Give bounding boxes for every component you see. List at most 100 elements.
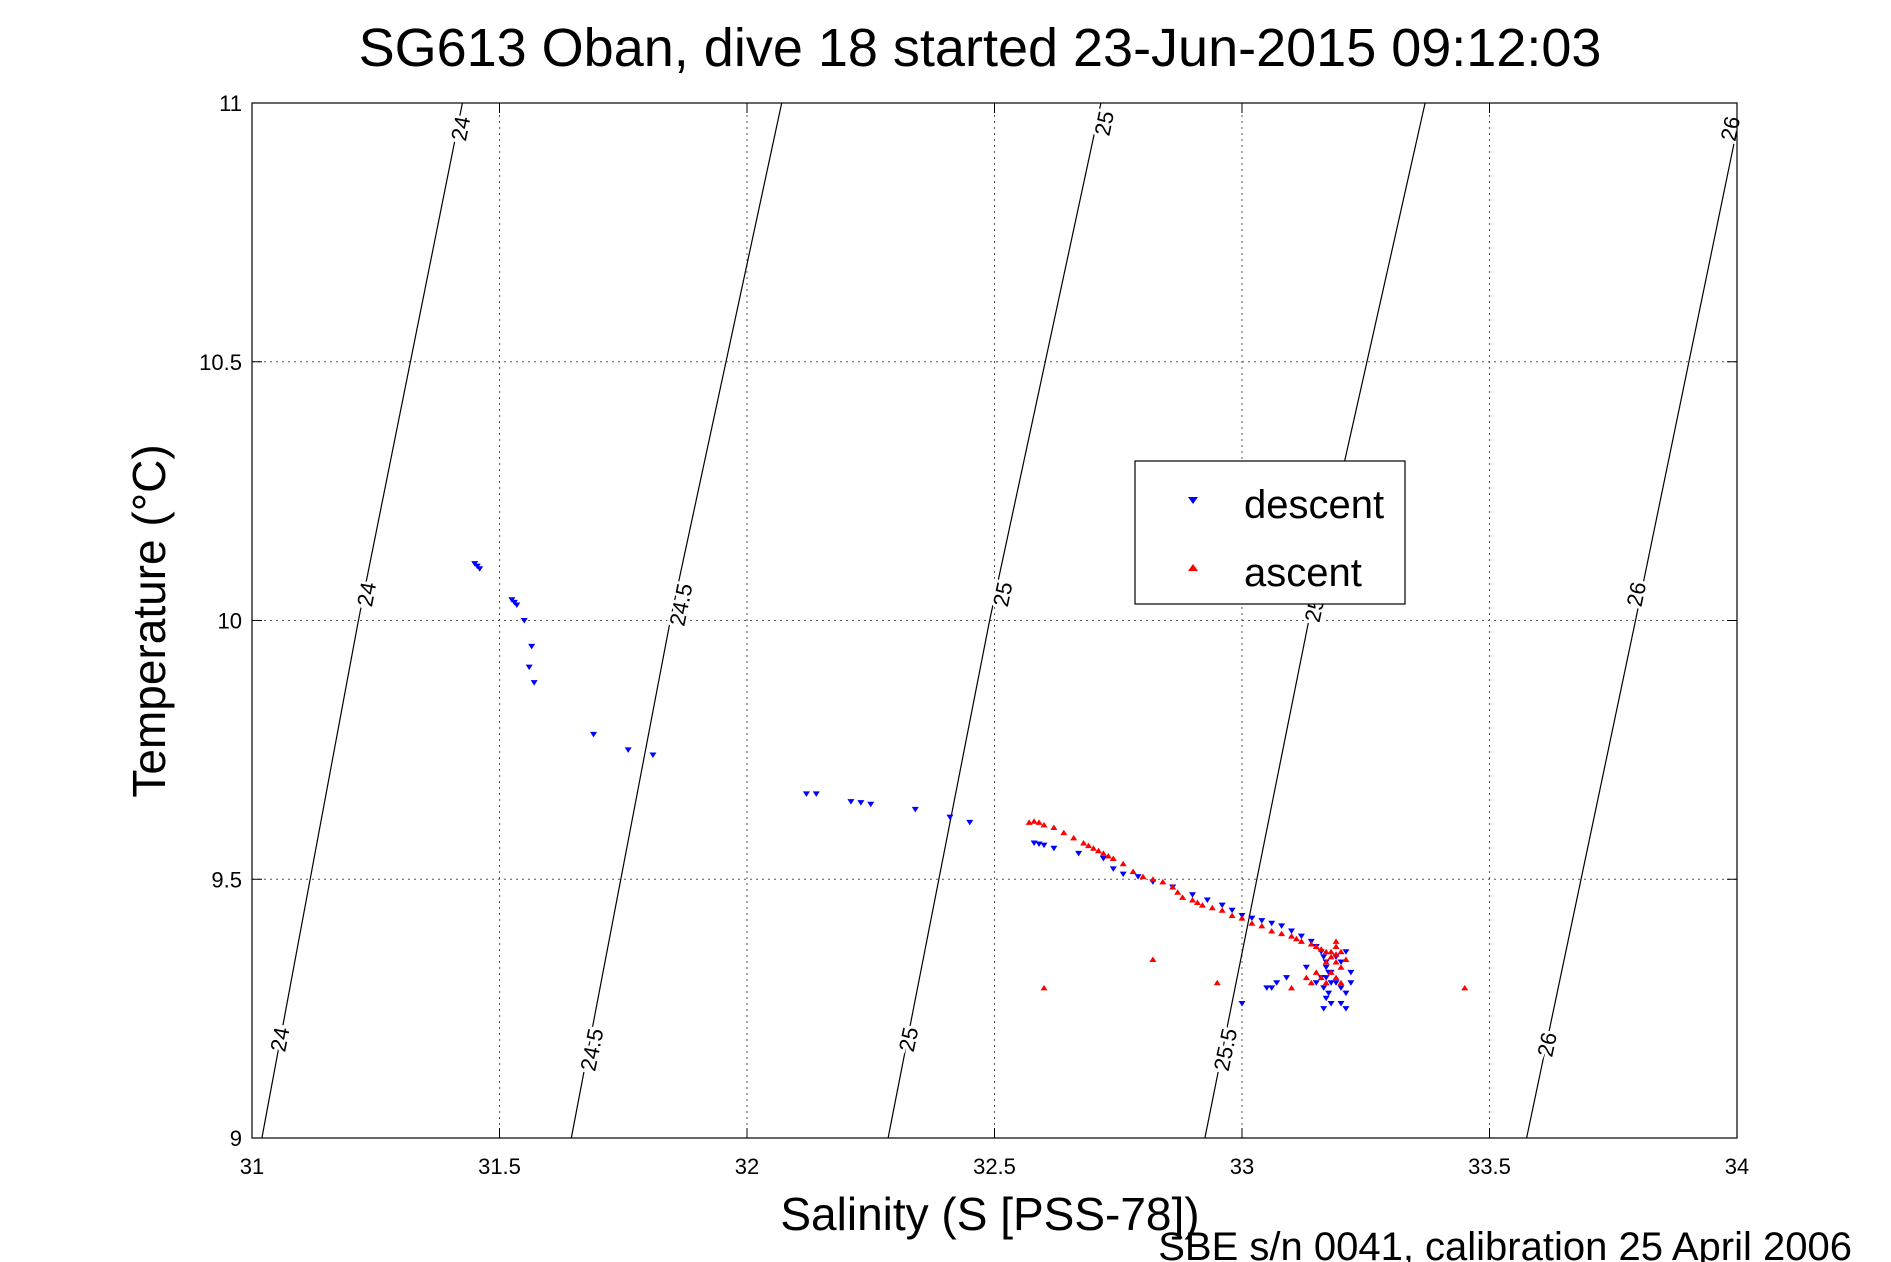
legend-marker-ascent [1188,564,1198,571]
descent-point [1268,985,1276,991]
descent-point [1278,923,1286,929]
ascent-point [1307,979,1315,986]
grid-lines [252,103,1737,1138]
ascent-point [1149,956,1157,962]
descent-point [1263,985,1271,991]
descent-point [812,791,820,797]
ascent-point [1461,984,1469,991]
ascent-point [1228,912,1236,918]
descent-point [520,618,528,624]
descent-point [1203,897,1211,903]
descent-point [1322,964,1330,971]
x-tick-label: 31.5 [478,1154,521,1179]
ascent-point [1035,819,1043,825]
isopycnal-label: 24 [352,580,381,609]
isopycnal-label: 25 [988,580,1017,609]
ascent-point [1104,852,1112,859]
ascent-point [1050,824,1058,830]
descent-point [966,819,974,826]
ascent-point [1302,974,1310,981]
descent-point [590,731,598,738]
y-tick-label: 9.5 [211,867,242,892]
x-tick-label: 32 [735,1154,759,1179]
descent-point [1322,995,1330,1002]
descent-point [1320,985,1328,991]
isopycnal-line [261,102,463,1139]
descent-point [530,680,538,686]
descent-point [1189,892,1196,898]
ascent-point [1030,818,1038,824]
descent-point [802,791,810,797]
descent-point [1075,850,1083,857]
ascent-point [1332,938,1340,944]
x-tick-label: 32.5 [973,1154,1016,1179]
isopycnal-line [570,102,783,1139]
ascent-point [1179,894,1187,900]
y-tick-label: 10.5 [199,350,242,375]
descent-point [1297,933,1305,940]
y-tick-label: 9 [230,1126,242,1151]
descent-point [624,747,632,753]
ascent-point [1337,964,1345,970]
descent-point [1322,975,1330,981]
ascent-point [1094,847,1102,854]
x-tick-label: 33 [1230,1154,1254,1179]
descent-point [911,806,919,813]
descent-point [1342,1006,1350,1012]
ascent-point [1288,933,1295,939]
x-tick-label: 34 [1725,1154,1749,1179]
descent-point [513,602,521,608]
descent-point [1337,959,1345,966]
y-tick-label: 11 [219,91,242,116]
ascent-point [1278,930,1286,937]
ascent-point [1109,855,1117,862]
ascent-point [1189,896,1196,903]
descent-point [1050,845,1058,852]
descent-point [1228,907,1236,914]
descent-point [1218,902,1226,909]
ascent-point [1288,984,1295,991]
ascent-point [1337,979,1345,986]
isopycnal-label: 26 [1532,1030,1561,1059]
ascent-point [1292,935,1300,942]
ascent-point [1149,876,1157,882]
ascent-point [1139,873,1147,880]
descent-point [1238,1000,1246,1007]
ascent-point [1297,938,1305,944]
ascent-point [1040,984,1048,991]
ascent-point [1085,842,1093,849]
ascent-point [1198,902,1206,908]
descent-point [1030,840,1038,847]
descent-point [946,814,954,821]
descent-point [1268,920,1276,927]
y-axis-label: Temperature (°C) [123,444,175,797]
ascent-point [1208,904,1216,911]
ascent-point [1060,829,1068,836]
descent-point [867,801,875,808]
ascent-point [1312,969,1320,975]
ascent-point [1317,946,1325,952]
legend-box [1134,460,1406,605]
descent-point [1312,980,1320,986]
descent-point [1347,969,1355,976]
isopycnal-label: 26 [1622,580,1651,609]
descent-point [847,799,855,805]
isopycnal-label: 25 [1090,109,1119,138]
legend-label-descent: descent [1244,483,1384,527]
descent-point [1332,980,1340,986]
descent-point [1283,975,1291,981]
descent-point [1342,990,1350,997]
descent-point [1035,841,1043,848]
ascent-point [1169,884,1177,890]
ascent-point [1317,974,1325,981]
ascent-point [1268,928,1276,934]
ascent-point [1332,959,1340,965]
calibration-footnote: SBE s/n 0041, calibration 25 April 2006 [1158,1225,1852,1262]
descent-point [528,643,536,650]
descent-point [1337,985,1345,991]
x-axis-label: Salinity (S [PSS-78]) [780,1188,1199,1240]
x-tick-label: 31 [240,1154,264,1179]
chart-title: SG613 Oban, dive 18 started 23-Jun-2015 … [359,18,1602,78]
descent-point [1119,871,1127,878]
isopycnal-line [1204,102,1426,1139]
